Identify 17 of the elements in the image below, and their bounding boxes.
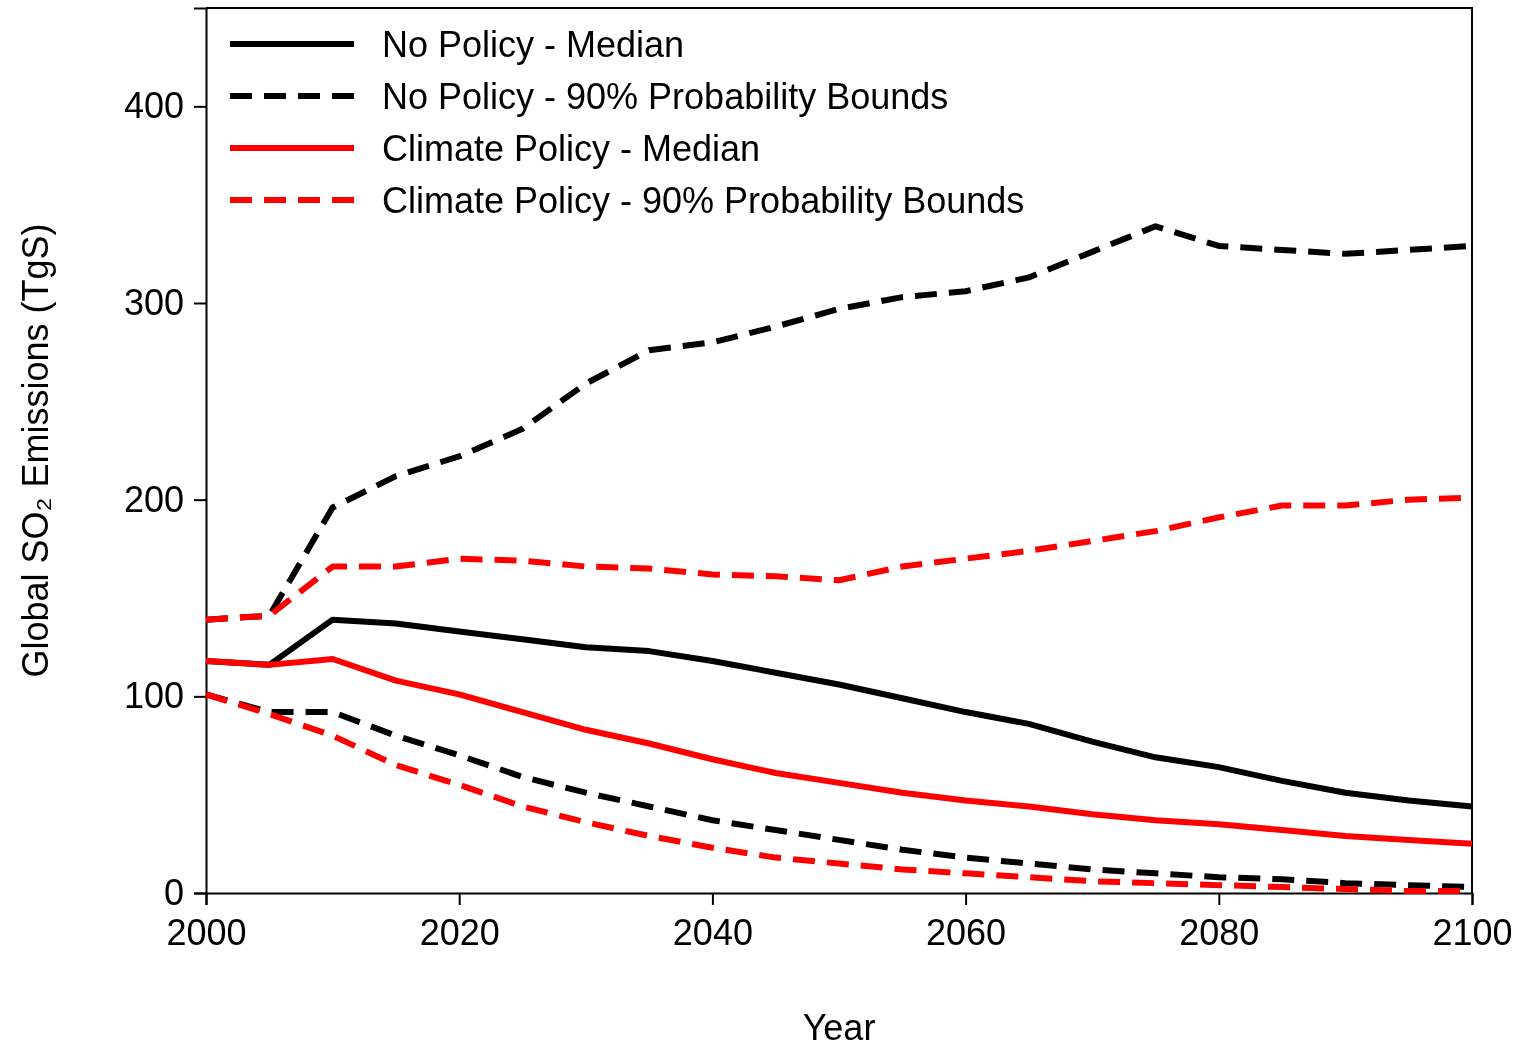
- x-axis-title: Year: [802, 1007, 876, 1046]
- y-axis-title: Global SO₂ Emissions (TgS): [15, 223, 56, 678]
- y-tick-label: 300: [123, 282, 184, 324]
- x-tick-label: 2060: [926, 911, 1007, 953]
- x-tick-label: 2080: [1179, 911, 1260, 953]
- legend-label: No Policy - 90% Probability Bounds: [382, 76, 949, 117]
- x-tick-label: 2000: [166, 911, 247, 953]
- y-tick-label: 0: [163, 872, 184, 914]
- y-tick-label: 200: [123, 478, 184, 520]
- legend-label: Climate Policy - 90% Probability Bounds: [382, 180, 1025, 221]
- legend-label: No Policy - Median: [382, 24, 685, 65]
- y-tick-label: 400: [123, 85, 184, 127]
- x-tick-label: 2100: [1432, 911, 1513, 953]
- y-tick-label: 100: [123, 675, 184, 717]
- legend-label: Climate Policy - Median: [382, 128, 761, 169]
- x-tick-label: 2020: [419, 911, 500, 953]
- x-tick-label: 2040: [672, 911, 753, 953]
